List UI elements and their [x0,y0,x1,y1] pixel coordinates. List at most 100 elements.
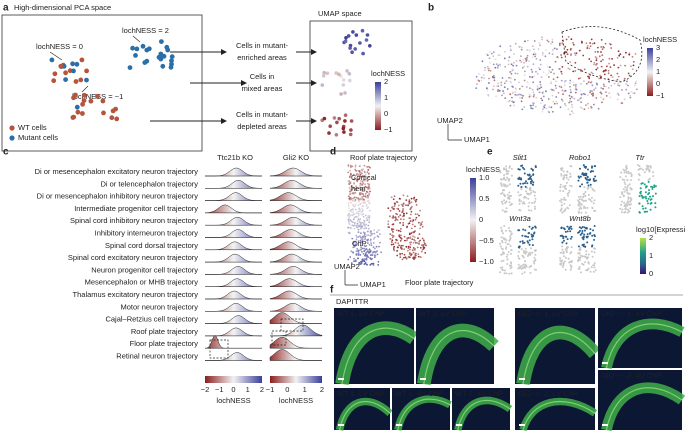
cell-dot [484,66,486,69]
cell-dot [351,224,354,227]
cell-dot [560,79,563,82]
ridge [269,303,322,312]
cell-dot [593,103,595,106]
image-label: Gli2−/− 1, LV ChP [518,309,578,318]
cell-dot [510,70,513,73]
legend-label: Mutant cells [18,133,58,142]
cell-dot [562,170,565,173]
axis-label: UMAP1 [464,135,490,144]
cell-dot [648,189,650,192]
cell-dot [508,239,511,242]
ridge [205,167,262,177]
cell-dot [506,197,509,200]
cell-dot [643,183,646,186]
cell-dot [481,60,484,63]
cell-dot [594,56,597,58]
cell-dot [579,167,581,170]
cell-dot [392,198,395,201]
cell-dot [528,95,531,98]
cell-dot [649,208,652,211]
cell-dot [541,54,544,56]
cell-dot [565,246,568,249]
cell-dot [418,240,421,243]
colorbar [470,178,476,262]
cell-dot [582,54,585,57]
cell-dot [362,216,365,218]
cell-dot [526,255,529,257]
cell-dot [508,166,511,169]
cell-dot [536,85,539,87]
cell-dot [84,68,89,74]
cell-dot [353,227,356,230]
cell-dot [638,211,641,213]
cell-dot [579,249,582,252]
cell-dot [357,197,359,200]
cell-dot [505,173,508,175]
cell-dot [344,36,348,40]
cell-dot [410,201,413,204]
cell-dot [400,203,403,206]
cell-dot [358,165,361,168]
cell-dot [626,211,629,214]
cell-dot [532,190,535,193]
cell-dot [490,52,493,55]
cell-dot [572,112,574,114]
cell-dot [360,180,362,182]
ttr-signal [423,329,495,385]
panel-label: c [3,147,9,158]
cell-dot [560,207,563,210]
cell-dot [534,250,537,252]
cell-dot [358,174,360,177]
cell-dot [538,87,541,90]
cell-dot [610,47,613,49]
annotation: Cortical [351,173,377,182]
cell-dot [501,241,504,244]
cell-dot [505,255,508,258]
cell-dot [529,193,531,196]
cell-dot [354,259,357,262]
cell-dot [569,237,572,240]
cell-dot [628,53,631,56]
cell-dot [369,239,372,242]
cell-dot [586,45,589,47]
cell-dot [405,257,408,260]
cell-dot [587,179,590,181]
cell-dot [509,245,512,247]
cell-dot [506,263,509,265]
cell-dot [565,188,568,190]
cell-dot [363,233,366,236]
cell-dot [520,61,523,63]
cell-dot [357,218,360,221]
cell-dot [619,53,622,55]
ridge [269,312,322,324]
cell-dot [534,207,536,210]
cell-dot [541,38,543,41]
cell-dot [408,199,411,202]
cell-dot [585,269,588,272]
cell-dot [346,34,351,38]
cell-dot [582,263,585,266]
cell-dot [410,227,413,230]
cell-dot [366,171,369,174]
image-label: WT 2, 4V ChP [455,389,503,398]
cell-dot [530,104,532,107]
cell-dot [586,206,589,209]
cell-dot [412,235,414,238]
cell-dot [348,215,351,218]
cell-dot [641,182,644,185]
cell-dot [570,266,573,269]
cell-dot [534,197,537,200]
cell-dot [506,176,508,179]
cell-dot [587,168,589,171]
cell-dot [414,240,416,242]
cell-dot [352,241,355,244]
cell-dot [590,60,592,63]
cell-dot [360,224,362,227]
cell-dot [399,240,402,242]
cell-dot [374,247,376,250]
ridge [204,204,262,214]
cell-dot [362,193,364,195]
cell-dot [504,241,507,244]
cell-dot [492,88,494,91]
cell-dot [620,203,623,206]
